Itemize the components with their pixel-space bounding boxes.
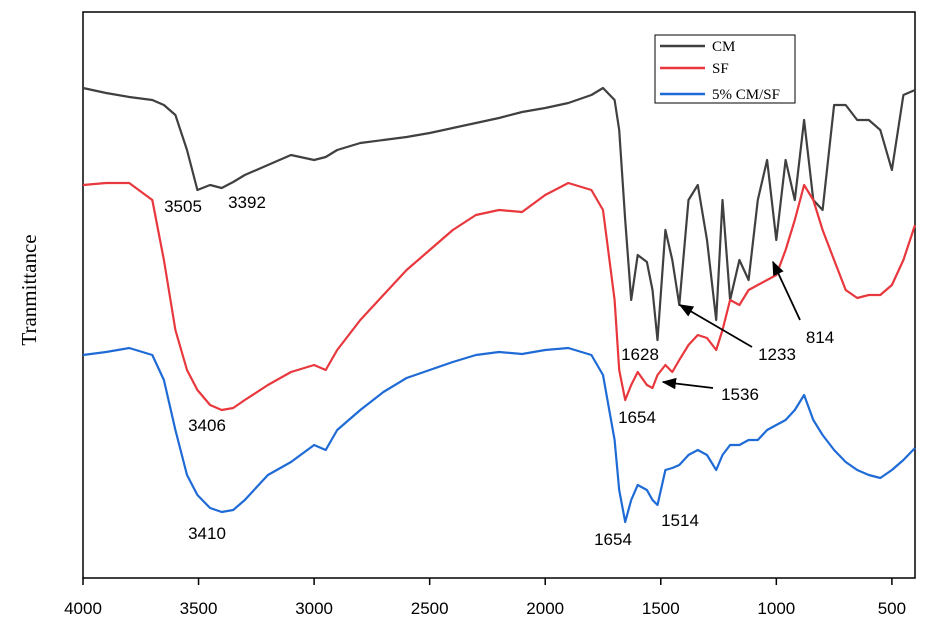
peak-label: 1514 bbox=[661, 511, 699, 530]
peak-label: 1654 bbox=[618, 408, 656, 427]
spectrum-line bbox=[82, 346, 916, 524]
legend-label: CM bbox=[712, 39, 735, 55]
annotation-arrow bbox=[772, 260, 801, 321]
legend-label: 5% CM/SF bbox=[712, 87, 780, 103]
peak-label: 3392 bbox=[228, 193, 266, 212]
annotation-arrow bbox=[678, 304, 753, 348]
peak-label: 1654 bbox=[594, 530, 632, 549]
peak-label: 1233 bbox=[758, 345, 796, 364]
annotation-arrow bbox=[661, 377, 714, 390]
y-axis-label: Tranmittance bbox=[17, 234, 41, 345]
x-tick-label: 4000 bbox=[64, 599, 102, 618]
x-tick-label: 1500 bbox=[642, 599, 680, 618]
peak-label: 3505 bbox=[164, 197, 202, 216]
x-tick-label: 1000 bbox=[757, 599, 795, 618]
x-tick-label: 2500 bbox=[411, 599, 449, 618]
spectrum-line bbox=[82, 181, 917, 412]
peak-label: 3410 bbox=[188, 524, 226, 543]
legend-label: SF bbox=[712, 61, 729, 77]
x-tick-label: 500 bbox=[878, 599, 906, 618]
peak-label: 1536 bbox=[721, 385, 759, 404]
plot-frame bbox=[82, 11, 916, 579]
peak-label: 814 bbox=[806, 328, 834, 347]
peak-label: 1628 bbox=[621, 345, 659, 364]
x-tick-label: 3000 bbox=[295, 599, 333, 618]
spectrum-line bbox=[82, 86, 916, 342]
x-tick-label: 2000 bbox=[526, 599, 564, 618]
x-tick-label: 3500 bbox=[180, 599, 218, 618]
peak-label: 3406 bbox=[188, 416, 226, 435]
